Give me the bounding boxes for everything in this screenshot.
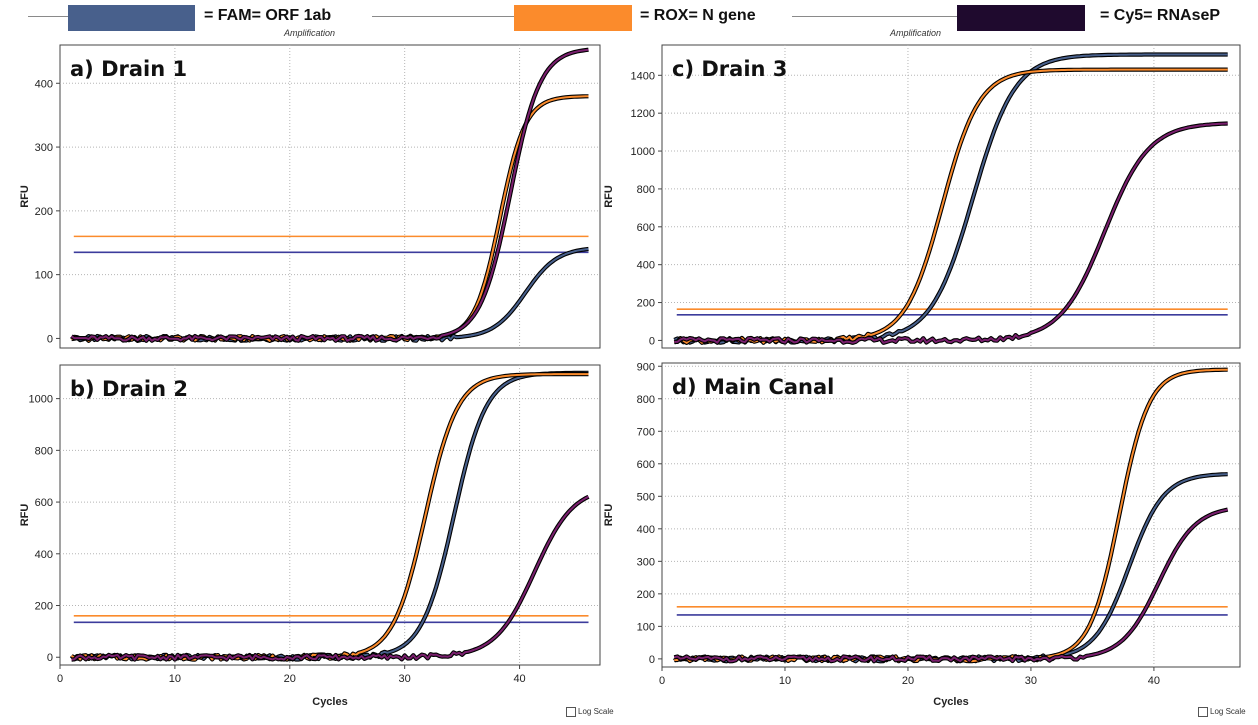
x-axis-label: Cycles [312,696,347,708]
x-tick-label: 10 [779,675,791,687]
x-tick-label: 40 [1148,675,1160,687]
series-line [674,508,1228,663]
chart-svg: 0 200 400 600 800 1000 0 10 20 30 40 RFU Cycles b) Dr… [20,364,601,708]
y-tick-label: 600 [35,497,53,509]
y-tick-label: 500 [637,491,655,503]
log-scale-checkbox-right[interactable]: Log Scale [1198,707,1246,717]
series-group [70,47,589,343]
plot-frame [661,44,1241,349]
y-axis-label: RFU [20,185,31,208]
y-tick-label: 0 [649,335,655,347]
y-tick-label: 200 [637,298,655,310]
chart-panel-drain-2: 0 200 400 600 800 1000 0 10 20 30 40 RFU Cycles b) Dr… [20,360,610,715]
y-tick-label: 400 [637,260,655,272]
series-group [71,494,590,662]
series-line [70,48,589,342]
x-axis-label: Cycles [933,696,968,708]
x-tick-label: 20 [902,675,914,687]
log-scale-checkbox-left[interactable]: Log Scale [566,707,614,717]
y-tick-label: 300 [637,556,655,568]
y-tick-label: 100 [35,270,53,282]
y-tick-label: 200 [637,589,655,601]
plot-frame [661,362,1241,668]
y-tick-label: 400 [35,78,53,90]
checkbox-icon [566,707,576,717]
legend-line [28,16,68,17]
plot-frame [59,364,601,666]
legend-swatch-cy5 [957,5,1085,31]
y-tick-label: 400 [35,549,53,561]
chart-svg: 0 200 400 600 800 1000 1200 1400 RFU c) Drain 3 [603,44,1241,349]
panel-title: c) Drain 3 [672,57,787,81]
y-tick-label: 1200 [631,108,655,120]
amplification-label-right: Amplification [890,28,942,38]
panel-title: a) Drain 1 [70,57,187,81]
legend-line [792,16,957,17]
chart-panel-drain-1: 0 100 200 300 400 RFU a) Drain 1 [20,40,610,360]
chart-svg: 0 100 200 300 400 500 600 700 800 900 0 10 20 30 40 RFU… [603,361,1241,708]
legend-swatch-fam [68,5,195,31]
y-tick-label: 800 [637,394,655,406]
x-tick-label: 0 [57,673,63,685]
y-tick-label: 300 [35,142,53,154]
y-tick-label: 1000 [29,394,53,406]
y-tick-label: 600 [637,222,655,234]
y-tick-label: 0 [649,654,655,666]
y-tick-label: 0 [47,333,53,345]
series-line [71,495,589,661]
legend-line [372,16,514,17]
y-axis-label: RFU [20,504,31,527]
x-tick-label: 30 [1025,675,1037,687]
checkbox-icon [1198,707,1208,717]
y-tick-label: 1000 [631,146,655,158]
panel-title: b) Drain 2 [70,377,188,401]
panel-title: d) Main Canal [672,375,834,399]
series-line [674,122,1228,344]
legend-swatch-rox [514,5,632,31]
y-tick-label: 800 [35,445,53,457]
y-tick-label: 1400 [631,70,655,82]
y-tick-label: 200 [35,206,53,218]
x-tick-label: 40 [513,673,525,685]
legend-label-rox: = ROX= N gene [640,7,756,24]
y-tick-label: 900 [637,361,655,373]
y-tick-label: 800 [637,184,655,196]
x-tick-label: 10 [169,673,181,685]
y-tick-label: 0 [47,652,53,664]
y-tick-label: 600 [637,459,655,471]
x-tick-label: 20 [284,673,296,685]
legend: = FAM= ORF 1ab = ROX= N gene = Cy5= RNAs… [0,0,1258,38]
y-tick-label: 100 [637,621,655,633]
y-axis-label: RFU [603,185,615,208]
chart-svg: 0 100 200 300 400 RFU a) Drain 1 [20,44,601,349]
legend-label-fam: = FAM= ORF 1ab [204,7,332,24]
series-group [673,507,1229,664]
y-tick-label: 200 [35,601,53,613]
x-tick-label: 30 [399,673,411,685]
y-tick-label: 400 [637,524,655,536]
legend-label-cy5: = Cy5= RNAseP [1100,7,1221,24]
series-group [674,121,1228,345]
y-tick-label: 700 [637,426,655,438]
x-tick-label: 0 [659,675,665,687]
amplification-label-left: Amplification [284,28,336,38]
chart-panel-drain-3: 0 200 400 600 800 1000 1200 1400 RFU c) Drain 3 [600,40,1250,360]
y-axis-label: RFU [603,504,615,527]
chart-panel-main-canal: 0 100 200 300 400 500 600 700 800 900 0 10 20 30 40 RFU… [600,358,1250,715]
